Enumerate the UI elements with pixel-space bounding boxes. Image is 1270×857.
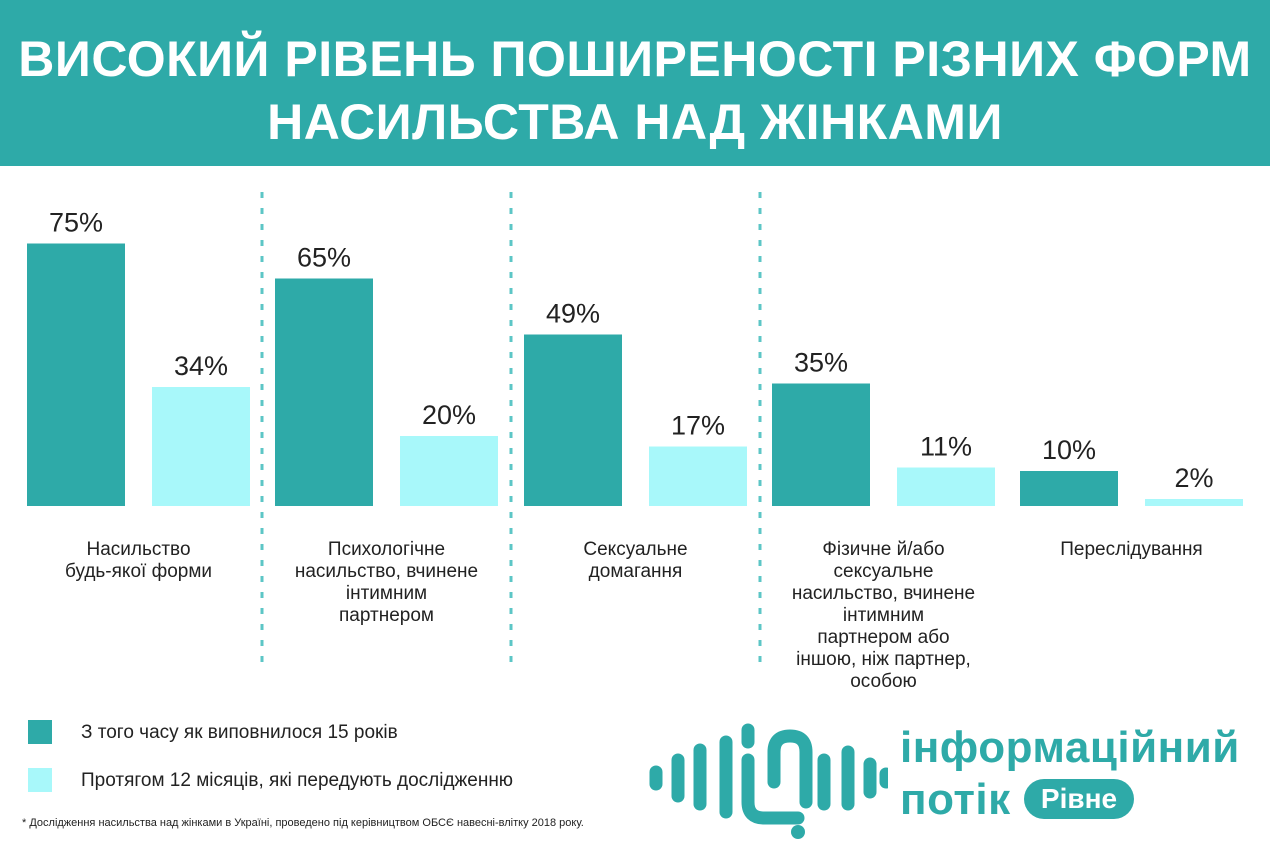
- brand-logo: інформаційний потік Рівне: [648, 712, 1258, 842]
- bar-since15: [1020, 471, 1118, 506]
- bar-12months: [1145, 499, 1243, 506]
- bar-value-label: 35%: [794, 348, 848, 378]
- bar-since15: [524, 334, 622, 506]
- logo-city-badge: Рівне: [1024, 779, 1134, 819]
- bar-value-label: 10%: [1042, 435, 1096, 465]
- category-label: Переслідування: [1060, 539, 1202, 560]
- logo-text-line-2: потік: [900, 775, 1011, 824]
- bar-chart: 75% 34% Насильство будь-якої форми 65% 20% Пси…: [27, 192, 1243, 692]
- category-label: Сексуальне домагання: [583, 539, 687, 582]
- bar-value-label: 11%: [920, 432, 972, 462]
- waveform-logo-icon: [649, 723, 888, 839]
- bar-since15: [27, 243, 125, 506]
- category-label: Психологічне насильство, вчинене інтимним п…: [295, 539, 478, 626]
- bar-since15: [772, 383, 870, 506]
- bar-since15: [275, 278, 373, 506]
- page-title-line-2: НАСИЛЬСТВА НАД ЖІНКАМИ: [267, 94, 1003, 150]
- bar-value-label: 2%: [1174, 463, 1213, 493]
- page-title-line-1: ВИСОКИЙ РІВЕНЬ ПОШИРЕНОСТІ РІЗНИХ ФОРМ: [18, 31, 1252, 87]
- footnote: * Дослідження насильства над жінками в У…: [22, 817, 584, 829]
- bar-12months: [897, 467, 995, 506]
- bar-value-label: 49%: [546, 299, 600, 329]
- bar-value-label: 65%: [297, 243, 351, 273]
- bar-value-label: 75%: [49, 208, 103, 238]
- category-label: Насильство будь-якої форми: [65, 539, 212, 582]
- legend-swatch-since15: [28, 720, 52, 744]
- bar-value-label: 20%: [422, 400, 476, 430]
- bar-12months: [400, 436, 498, 506]
- bar-value-label: 17%: [671, 411, 725, 441]
- legend-label-since15: З того часу як виповнилося 15 років: [81, 722, 398, 743]
- logo-text-line-1: інформаційний: [900, 723, 1240, 772]
- bar-12months: [152, 387, 250, 506]
- header-banner: ВИСОКИЙ РІВЕНЬ ПОШИРЕНОСТІ РІЗНИХ ФОРМ Н…: [0, 0, 1270, 166]
- bar-12months: [649, 446, 747, 506]
- legend-swatch-12months: [28, 768, 52, 792]
- bar-value-label: 34%: [174, 351, 228, 381]
- category-label: Фізичне й/або сексуальне насильство, вчине…: [792, 539, 975, 692]
- legend-label-12months: Протягом 12 місяців, які передують дослі…: [81, 770, 514, 791]
